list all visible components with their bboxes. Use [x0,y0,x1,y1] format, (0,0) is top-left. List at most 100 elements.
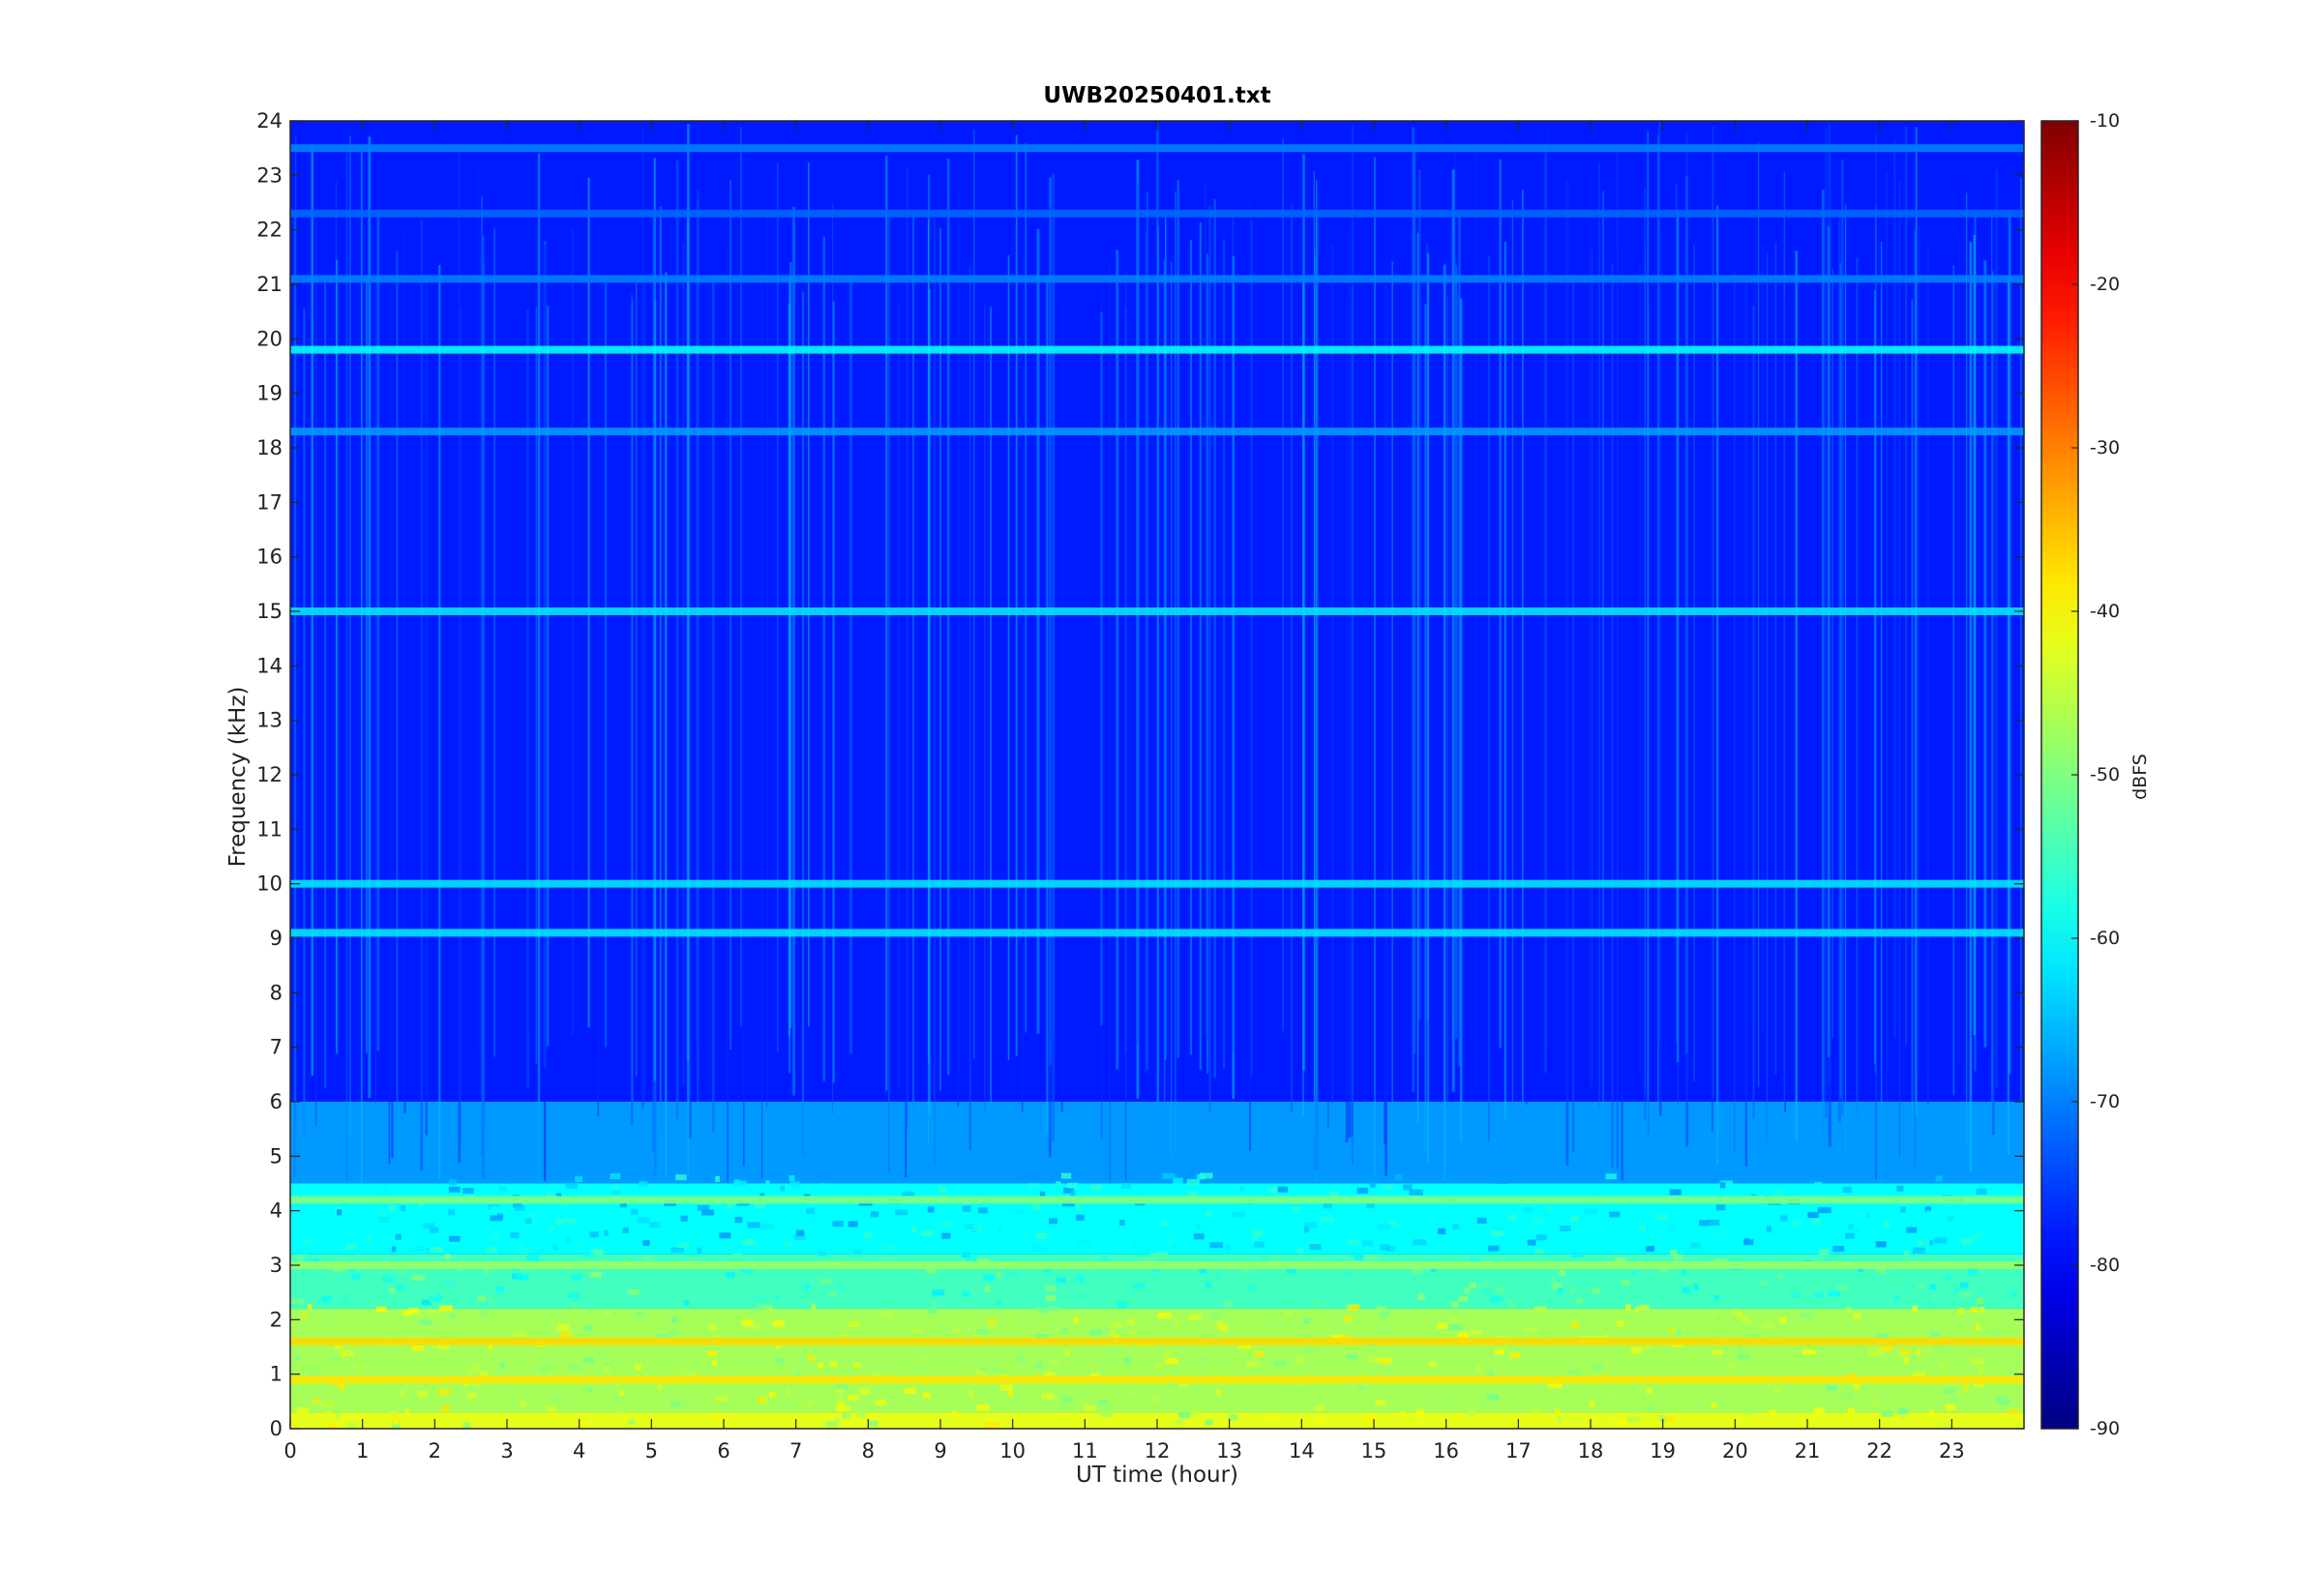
heatmap-streak [643,280,645,1108]
heatmap-cell [1479,1282,1493,1288]
heatmap-streak [1503,242,1506,1120]
heatmap-cell [441,1281,455,1287]
heatmap-cell [1377,1306,1386,1313]
heatmap-cell [1067,1182,1079,1189]
heatmap-cell [1527,1239,1536,1246]
heatmap-cell [1169,1380,1183,1387]
heatmap-cell [1729,1363,1738,1370]
heatmap-cell [1615,1310,1622,1316]
heatmap-cell [1232,1211,1246,1218]
heatmap-streak [420,219,424,1171]
heatmap-cell [750,1318,755,1325]
heatmap-cell [1645,1246,1654,1253]
heatmap-cell [649,1222,661,1228]
heatmap-cell [1126,1318,1135,1325]
heatmap-cell [1368,1356,1380,1363]
heatmap-cell [1559,1269,1566,1276]
heatmap-streak [792,206,795,1096]
x-tick-label: 6 [717,1439,729,1463]
narrowband-line [290,144,2024,153]
heatmap-streak [336,259,339,1054]
heatmap-cell [946,1204,959,1211]
heatmap-cell [376,1209,387,1216]
heatmap-band [290,1183,2024,1255]
heatmap-cell [1225,1244,1232,1251]
heatmap-cell [1082,1293,1091,1300]
heatmap-streak [1856,257,1859,1116]
heatmap-cell [1035,1334,1049,1341]
heatmap-cell [1108,1321,1122,1328]
heatmap-cell [490,1234,499,1241]
heatmap-cell [1958,1308,1964,1315]
heatmap-cell [811,1303,816,1310]
heatmap-cell [447,1209,456,1216]
heatmap-cell [974,1369,987,1375]
heatmap-cell [1977,1297,1984,1304]
heatmap-cell [1924,1206,1932,1213]
heatmap-streak [1116,250,1119,1070]
heatmap-cell [921,1355,931,1362]
heatmap-cell [1248,1285,1254,1291]
heatmap-cell [1121,1182,1131,1189]
heatmap-cell [1176,1419,1183,1426]
heatmap-streak [635,280,638,1077]
heatmap-cell [411,1245,425,1252]
heatmap-cell [499,1362,505,1369]
heatmap-cell [1848,1224,1854,1230]
heatmap-cell [649,1352,658,1359]
heatmap-cell [1156,1363,1162,1370]
x-tick-label: 15 [1361,1439,1387,1463]
heatmap-cell [1567,1369,1582,1375]
heatmap-cell [1434,1353,1446,1360]
heatmap-cell [2011,1291,2018,1298]
heatmap-cell [1164,1350,1172,1357]
x-tick-label: 12 [1145,1439,1171,1463]
heatmap-streak [1677,209,1680,1063]
heatmap-streak [1734,271,1736,1153]
heatmap-cell [1116,1302,1127,1309]
heatmap-cell [546,1358,556,1365]
heatmap-cell [1766,1226,1772,1232]
heatmap-cell [932,1289,945,1296]
heatmap-cell [1132,1243,1139,1250]
heatmap-cell [1035,1362,1043,1369]
heatmap-cell [1381,1184,1393,1191]
colorbar-tick-label: -70 [2090,1091,2120,1112]
heatmap-cell [922,1392,931,1399]
heatmap-cell [741,1319,753,1326]
heatmap-cell [1330,1277,1337,1284]
heatmap-cell [526,1172,535,1179]
heatmap-cell [1571,1252,1583,1258]
heatmap-streak [1249,199,1252,1151]
heatmap-cell [1940,1363,1945,1370]
heatmap-cell [911,1227,916,1233]
heatmap-cell [1470,1329,1483,1336]
heatmap-cell [961,1252,970,1258]
heatmap-cell [449,1235,461,1242]
heatmap-cell [1790,1291,1799,1298]
heatmap-cell [634,1311,644,1317]
x-tick-label: 23 [1939,1439,1965,1463]
heatmap-cell [430,1247,444,1254]
heatmap-cell [680,1215,688,1222]
heatmap-cell [774,1357,785,1364]
heatmap-cell [1448,1323,1462,1330]
heatmap-cell [835,1383,849,1390]
heatmap-cell [467,1382,477,1389]
heatmap-cell [354,1364,365,1371]
heatmap-cell [683,1300,690,1307]
heatmap-cell [618,1325,624,1332]
heatmap-streak [1838,210,1841,1122]
heatmap-cell [1814,1292,1823,1299]
chart-title: UWB20250401.txt [1043,83,1271,108]
heatmap-cell [1640,1225,1645,1231]
heatmap-streak [1163,259,1166,1137]
heatmap-cell [839,1286,846,1292]
heatmap-cell [444,1254,451,1260]
heatmap-streak [345,144,348,1182]
heatmap-cell [611,1395,625,1402]
heatmap-cell [1943,1388,1956,1395]
x-tick-label: 7 [789,1439,802,1463]
heatmap-cell [1483,1289,1493,1296]
